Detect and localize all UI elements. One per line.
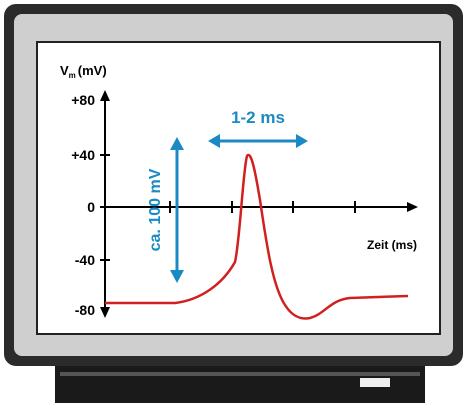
- amplitude-annotation: ca. 100 mV: [147, 168, 164, 251]
- y-tick-label: -80: [75, 302, 95, 318]
- y-axis-label: Vm(mV): [60, 63, 107, 80]
- y-tick-label: +40: [71, 147, 95, 163]
- screen: [37, 42, 440, 334]
- monitor-illustration: Vm(mV) +80 +40 0 -40 -80 Zeit (ms) 1-2 m…: [0, 0, 467, 403]
- y-tick-label: +80: [71, 92, 95, 108]
- stand-stripe: [60, 372, 420, 376]
- x-axis-label: Zeit (ms): [367, 238, 417, 252]
- duration-annotation: 1-2 ms: [231, 108, 285, 127]
- y-tick-label: 0: [87, 199, 95, 215]
- stand-button: [360, 378, 390, 387]
- y-tick-label: -40: [75, 252, 95, 268]
